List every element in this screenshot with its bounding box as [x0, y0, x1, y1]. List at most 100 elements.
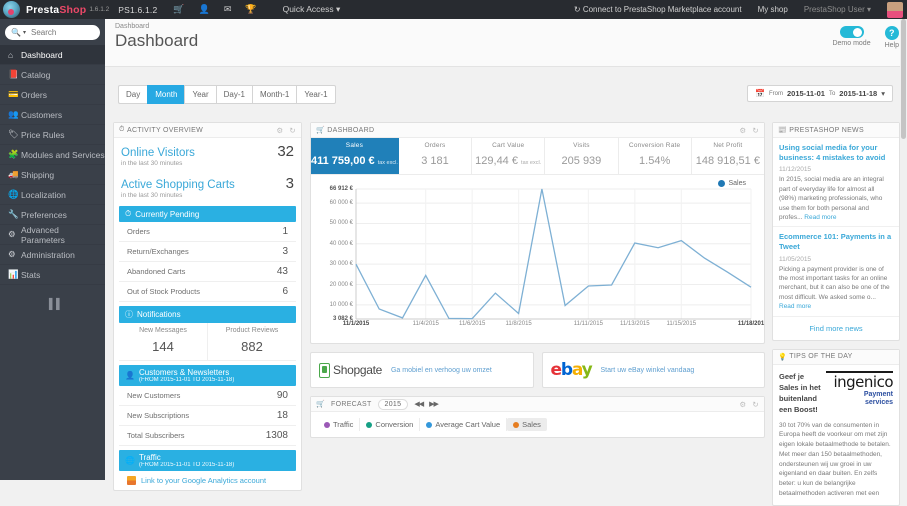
gear-icon[interactable]: ⚙ — [739, 125, 747, 135]
period-button-month-1[interactable]: Month-1 — [251, 85, 297, 104]
sidebar-item-customers[interactable]: 👥 Customers — [0, 105, 105, 125]
sidebar-item-preferences[interactable]: 🔧 Preferences — [0, 205, 105, 225]
sidebar-item-administration[interactable]: ⚙ Administration — [0, 245, 105, 265]
breadcrumb: Dashboard — [115, 23, 150, 30]
shopgate-ad[interactable]: Shopgate Ga mobiel en verhoog uw omzet — [310, 352, 534, 388]
scrollbar-thumb[interactable] — [901, 19, 906, 139]
news-title[interactable]: Ecommerce 101: Payments in a Tweet — [779, 232, 892, 252]
y-axis-tick-label: 40 000 € — [329, 240, 353, 247]
notification-cell[interactable]: New Messages 144 — [119, 323, 207, 361]
sidebar-item-orders[interactable]: 💳 Orders — [0, 85, 105, 105]
google-analytics-link[interactable]: Link to your Google Analytics account — [119, 471, 296, 490]
avatar[interactable] — [887, 1, 903, 18]
forecast-legend-conversion[interactable]: Conversion — [360, 418, 421, 431]
period-button-day[interactable]: Day — [118, 85, 148, 104]
page-header: Dashboard Dashboard Demo mode ? Help — [105, 19, 907, 67]
search-input[interactable] — [30, 28, 94, 37]
activity-overview-column: ⏱ ACTIVITY OVERVIEW ⚙ ↻ Online Visitors … — [113, 122, 302, 491]
ebay-ad-text: Start uw eBay winkel vandaag — [600, 366, 695, 374]
sidebar-item-dashboard[interactable]: ⌂ Dashboard — [0, 45, 105, 65]
forecast-year[interactable]: 2015 — [377, 398, 409, 410]
tips-panel-header: 💡 TIPS OF THE DAY — [773, 349, 899, 365]
list-item[interactable]: Out of Stock Products 6 — [119, 282, 296, 302]
list-item[interactable]: New Subscriptions 18 — [119, 406, 296, 426]
news-item[interactable]: Using social media for your business: 4 … — [773, 138, 899, 228]
ingenico-banner[interactable]: Geef je Sales in het buitenland een Boos… — [779, 370, 894, 416]
y-axis-tick-label: 3 082 € — [332, 316, 353, 322]
read-more-link[interactable]: Read more — [804, 213, 837, 221]
brand-version: 1.6.1.2 — [89, 6, 110, 13]
sidebar-item-localization[interactable]: 🌐 Localization — [0, 185, 105, 205]
sidebar-collapse-icon[interactable]: ▐▐ — [45, 299, 60, 310]
tips-body: 30 tot 70% van de consumenten in Europa … — [779, 421, 891, 497]
page-scrollbar[interactable] — [900, 19, 907, 480]
list-item[interactable]: New Customers 90 — [119, 386, 296, 406]
kpi-cart-value[interactable]: Cart Value 129,44 € tax excl. — [472, 138, 546, 174]
my-shop-link[interactable]: My shop — [757, 5, 788, 14]
prestashop-logo-icon[interactable] — [3, 1, 20, 18]
list-item[interactable]: Return/Exchanges 3 — [119, 242, 296, 262]
cart-icon[interactable]: 🛒 — [173, 4, 185, 14]
activity-overview-panel: ⏱ ACTIVITY OVERVIEW ⚙ ↻ Online Visitors … — [113, 122, 302, 491]
kpi-net-profit[interactable]: Net Profit 148 918,51 € — [692, 138, 764, 174]
top-bar: PrestaShop 1.6.1.2 PS1.6.1.2 🛒 👤 ✉ 🏆 Qui… — [0, 0, 907, 19]
sidebar-item-catalog[interactable]: 📕 Catalog — [0, 65, 105, 85]
fast-forward-icon[interactable]: ▶▶ — [429, 401, 439, 408]
news-date: 11/12/2015 — [779, 166, 812, 174]
search-box[interactable]: 🔍 ▾ — [5, 25, 100, 40]
list-item-label: Total Subscribers — [127, 431, 185, 440]
sidebar-item-shipping[interactable]: 🚚 Shipping — [0, 165, 105, 185]
envelope-icon[interactable]: ✉ — [223, 4, 232, 14]
forecast-legend-sales[interactable]: Sales — [507, 418, 547, 431]
sidebar-item-advanced-parameters[interactable]: ⚙ Advanced Parameters — [0, 225, 105, 245]
sidebar-item-label: Price Rules — [21, 129, 65, 140]
cart-icon: 🛒 — [316, 127, 326, 134]
kpi-visits[interactable]: Visits 205 939 — [545, 138, 619, 174]
news-item[interactable]: Ecommerce 101: Payments in a Tweet 11/05/… — [773, 227, 899, 317]
news-body: Picking a payment provider is one of the… — [779, 265, 893, 312]
news-title[interactable]: Using social media for your business: 4 … — [779, 143, 886, 163]
trophy-icon[interactable]: 🏆 — [245, 4, 257, 14]
refresh-icon[interactable]: ↻ — [289, 125, 296, 135]
question-mark-icon[interactable]: ? — [884, 26, 899, 40]
demo-mode-toggle[interactable] — [839, 26, 864, 38]
notification-cell[interactable]: Product Reviews 882 — [207, 323, 296, 361]
dashboard-panel: 🛒 DASHBOARD ⚙ ↻ Sales 411 759,00 € tax ex… — [310, 122, 765, 344]
online-visitors-sub: in the last 30 minutes — [121, 160, 183, 167]
forecast-legend-average-cart-value[interactable]: Average Cart Value — [420, 418, 508, 431]
chart-legend[interactable]: Sales — [718, 180, 746, 187]
sidebar-item-price-rules[interactable]: 🏷 Price Rules — [0, 125, 105, 145]
date-range-picker[interactable]: 📅 From 2015-11-01 To 2015-11-18 ▾ — [747, 85, 893, 102]
kpi-orders[interactable]: Orders 3 181 — [399, 138, 473, 174]
user-menu[interactable]: PrestaShop User ▾ — [803, 5, 871, 14]
chevron-down-icon[interactable]: ▾ — [22, 30, 26, 36]
sidebar-item-stats[interactable]: 📊 Stats — [0, 265, 105, 285]
dashboard-panel-header: 🛒 DASHBOARD ⚙ ↻ — [311, 123, 764, 138]
gear-icon[interactable]: ⚙ — [739, 399, 747, 409]
brand-presta: Presta — [26, 3, 60, 16]
period-button-month[interactable]: Month — [147, 85, 185, 104]
ebay-ad[interactable]: ebay Start uw eBay winkel vandaag — [541, 352, 765, 388]
find-more-news-link[interactable]: Find more news — [809, 323, 863, 333]
forecast-legend-traffic[interactable]: Traffic — [318, 418, 361, 431]
rewind-icon[interactable]: ◀◀ — [414, 401, 424, 408]
kpi-sales[interactable]: Sales 411 759,00 € tax excl. — [311, 138, 399, 174]
refresh-icon[interactable]: ↻ — [752, 399, 759, 409]
read-more-link[interactable]: Read more — [779, 303, 812, 311]
person-icon[interactable]: 👤 — [198, 4, 210, 14]
list-item[interactable]: Total Subscribers 1308 — [119, 426, 296, 446]
gear-icon[interactable]: ⚙ — [276, 125, 284, 135]
period-button-year[interactable]: Year — [184, 85, 216, 104]
sidebar-item-modules-and-services[interactable]: 🧩 Modules and Services — [0, 145, 105, 165]
list-item[interactable]: Orders 1 — [119, 222, 296, 242]
marketplace-link[interactable]: ↻ Connect to PrestaShop Marketplace acco… — [573, 5, 742, 14]
period-button-day-1[interactable]: Day-1 — [215, 85, 252, 104]
refresh-icon[interactable]: ↻ — [752, 125, 759, 135]
active-carts-sub: in the last 30 minutes — [121, 192, 183, 199]
list-item[interactable]: Abandoned Carts 43 — [119, 262, 296, 282]
period-button-year-1[interactable]: Year-1 — [296, 85, 336, 104]
quick-access-menu[interactable]: Quick Access ▾ — [282, 4, 341, 14]
legend-label-sales: Sales — [728, 180, 746, 187]
kpi-conversion-rate[interactable]: Conversion Rate 1.54% — [619, 138, 692, 174]
x-axis-tick-label: 11/18/201 — [737, 321, 765, 327]
